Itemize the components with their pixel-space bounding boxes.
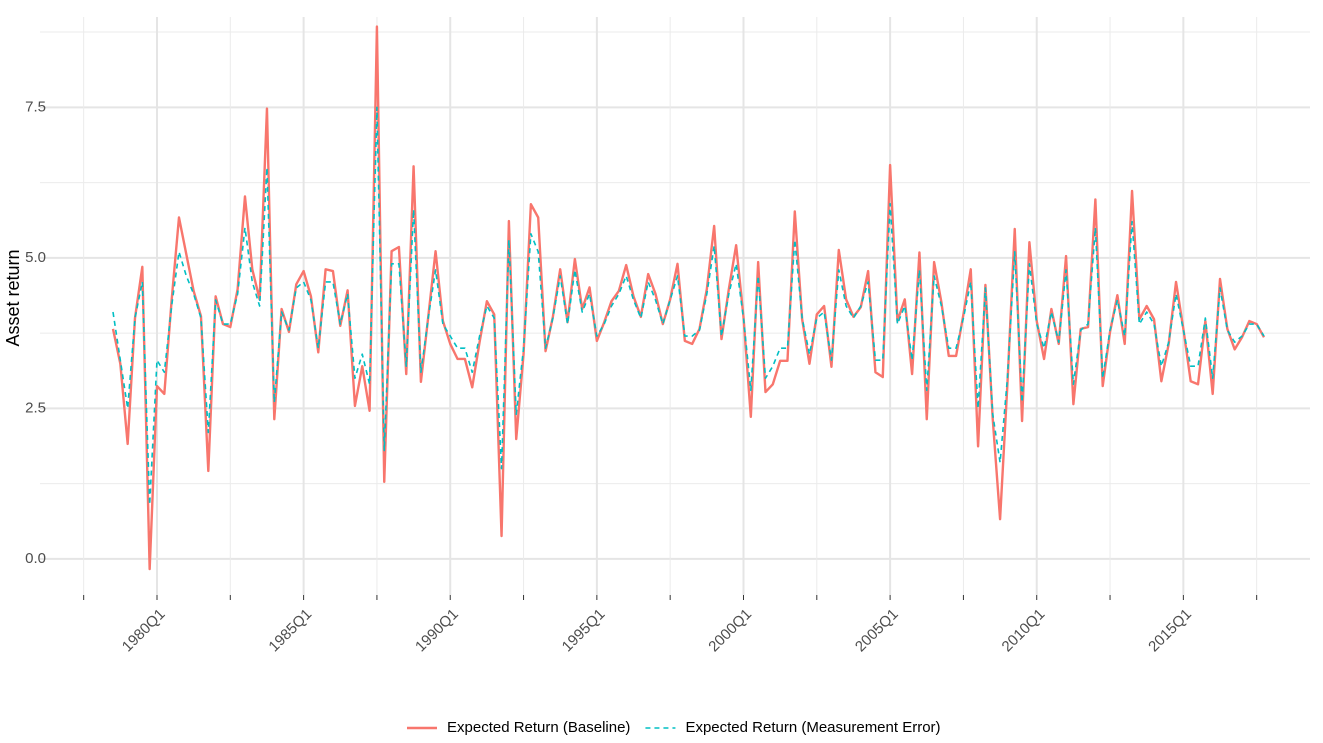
- x-tick-label: 2005Q1: [852, 606, 902, 656]
- x-tick-label: 2010Q1: [999, 606, 1049, 656]
- y-tick-label: 7.5: [25, 98, 46, 115]
- x-tick-label: 2000Q1: [705, 606, 755, 656]
- y-tick-label: 0.0: [25, 550, 46, 567]
- series-line: [111, 25, 1266, 571]
- x-tick-label: 2015Q1: [1145, 606, 1195, 656]
- legend-label: Expected Return (Measurement Error): [685, 719, 940, 736]
- x-tick-label: 1995Q1: [559, 606, 609, 656]
- legend: Expected Return (Baseline) Expected Retur…: [407, 719, 941, 736]
- x-tick-label: 1980Q1: [119, 606, 169, 656]
- series-line: [112, 106, 1265, 506]
- y-tick-label: 5.0: [25, 249, 46, 266]
- plot: [111, 25, 1266, 571]
- x-tick-label: 1985Q1: [265, 606, 315, 656]
- legend-label: Expected Return (Baseline): [447, 719, 630, 736]
- x-tick-label: 1990Q1: [412, 606, 462, 656]
- y-axis-title: Asset return: [3, 249, 23, 346]
- y-tick-label: 2.5: [25, 399, 46, 416]
- grid: 0.0 2.5 5.0 7.5 1980Q1 1985Q1 1990Q1 1995Q1 2000…: [25, 17, 1310, 655]
